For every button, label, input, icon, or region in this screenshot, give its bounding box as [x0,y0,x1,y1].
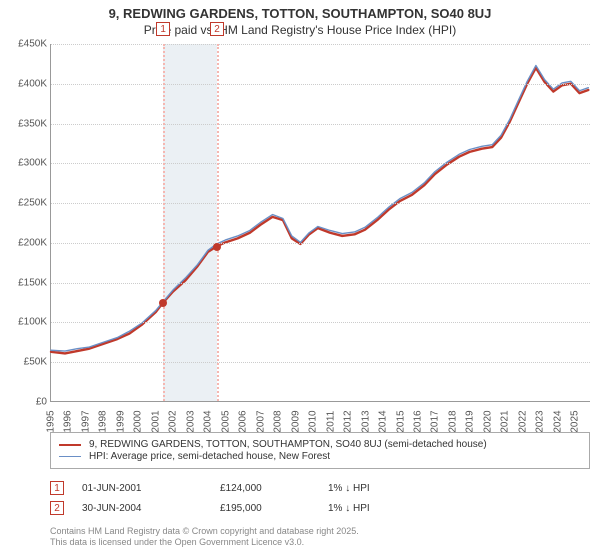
chart-title-line2: Price paid vs. HM Land Registry's House … [10,23,590,37]
legend-swatch-hpi [59,456,81,457]
event-vline [217,44,219,401]
footer-attribution: Contains HM Land Registry data © Crown c… [50,526,590,548]
x-axis-label: 2006 [238,410,249,432]
x-axis-label: 2019 [465,410,476,432]
event-row-2: 2 30-JUN-2004 £195,000 1% ↓ HPI [50,498,590,518]
y-axis-label: £150K [3,277,47,288]
gridline-h [51,283,590,284]
y-axis-label: £250K [3,198,47,209]
x-axis-label: 2003 [185,410,196,432]
event-number-box: 1 [156,22,170,36]
x-axis-label: 2007 [255,410,266,432]
event-num-box-2: 2 [50,501,64,515]
gridline-h [51,362,590,363]
x-axis-label: 2022 [517,410,528,432]
gridline-h [51,44,590,45]
series-line-hpi [51,65,588,351]
legend-swatch-prop [59,444,81,446]
event-number-box: 2 [210,22,224,36]
footer-line2: This data is licensed under the Open Gov… [50,537,590,548]
x-axis-label: 2015 [395,410,406,432]
gridline-h [51,243,590,244]
gridline-h [51,124,590,125]
chart-title-block: 9, REDWING GARDENS, TOTTON, SOUTHAMPTON,… [0,0,600,39]
event-row-1: 1 01-JUN-2001 £124,000 1% ↓ HPI [50,478,590,498]
y-axis-label: £400K [3,78,47,89]
x-axis-label: 2024 [552,410,563,432]
x-axis-label: 2009 [290,410,301,432]
y-axis-label: £450K [3,39,47,50]
gridline-h [51,84,590,85]
x-axis-label: 2001 [150,410,161,432]
y-axis-label: £350K [3,118,47,129]
legend-label-prop: 9, REDWING GARDENS, TOTTON, SOUTHAMPTON,… [89,439,487,450]
x-axis-label: 2017 [430,410,441,432]
event-diff-2: 1% ↓ HPI [328,503,418,514]
x-axis-label: 2025 [570,410,581,432]
x-axis-label: 2021 [500,410,511,432]
x-axis-label: 2000 [133,410,144,432]
event-date-1: 01-JUN-2001 [82,483,202,494]
x-axis-label: 1996 [63,410,74,432]
y-axis-label: £0 [3,397,47,408]
legend-item-hpi: HPI: Average price, semi-detached house,… [59,451,581,462]
series-line-prop [51,68,588,354]
y-axis-label: £50K [3,357,47,368]
x-axis-label: 1999 [115,410,126,432]
events-table: 1 01-JUN-2001 £124,000 1% ↓ HPI 2 30-JUN… [50,478,590,518]
event-diff-1: 1% ↓ HPI [328,483,418,494]
x-axis-label: 1997 [80,410,91,432]
legend-label-hpi: HPI: Average price, semi-detached house,… [89,451,330,462]
chart-svg [51,44,590,401]
x-axis-label: 2020 [482,410,493,432]
x-axis-label: 1998 [98,410,109,432]
x-axis-label: 1995 [46,410,57,432]
x-axis-label: 2014 [378,410,389,432]
event-date-2: 30-JUN-2004 [82,503,202,514]
y-axis-label: £100K [3,317,47,328]
y-axis-label: £300K [3,158,47,169]
x-axis-label: 2016 [412,410,423,432]
x-axis-label: 2023 [535,410,546,432]
event-vline [163,44,165,401]
gridline-h [51,163,590,164]
chart-plot-area: £0£50K£100K£150K£200K£250K£300K£350K£400… [50,44,590,402]
y-axis-label: £200K [3,237,47,248]
x-axis-label: 2012 [343,410,354,432]
event-dot [159,299,167,307]
chart-title-line1: 9, REDWING GARDENS, TOTTON, SOUTHAMPTON,… [10,6,590,21]
x-axis-label: 2011 [325,411,336,433]
footer-line1: Contains HM Land Registry data © Crown c… [50,526,590,537]
x-axis-label: 2008 [273,410,284,432]
x-axis-label: 2004 [203,410,214,432]
x-axis-label: 2010 [308,410,319,432]
event-dot [213,243,221,251]
event-price-1: £124,000 [220,483,310,494]
gridline-h [51,322,590,323]
gridline-h [51,203,590,204]
legend-box: 9, REDWING GARDENS, TOTTON, SOUTHAMPTON,… [50,432,590,469]
x-axis-label: 2005 [220,410,231,432]
x-axis-label: 2002 [168,410,179,432]
x-axis-label: 2018 [447,410,458,432]
legend-item-prop: 9, REDWING GARDENS, TOTTON, SOUTHAMPTON,… [59,439,581,450]
event-price-2: £195,000 [220,503,310,514]
x-axis-label: 2013 [360,410,371,432]
event-num-box-1: 1 [50,481,64,495]
